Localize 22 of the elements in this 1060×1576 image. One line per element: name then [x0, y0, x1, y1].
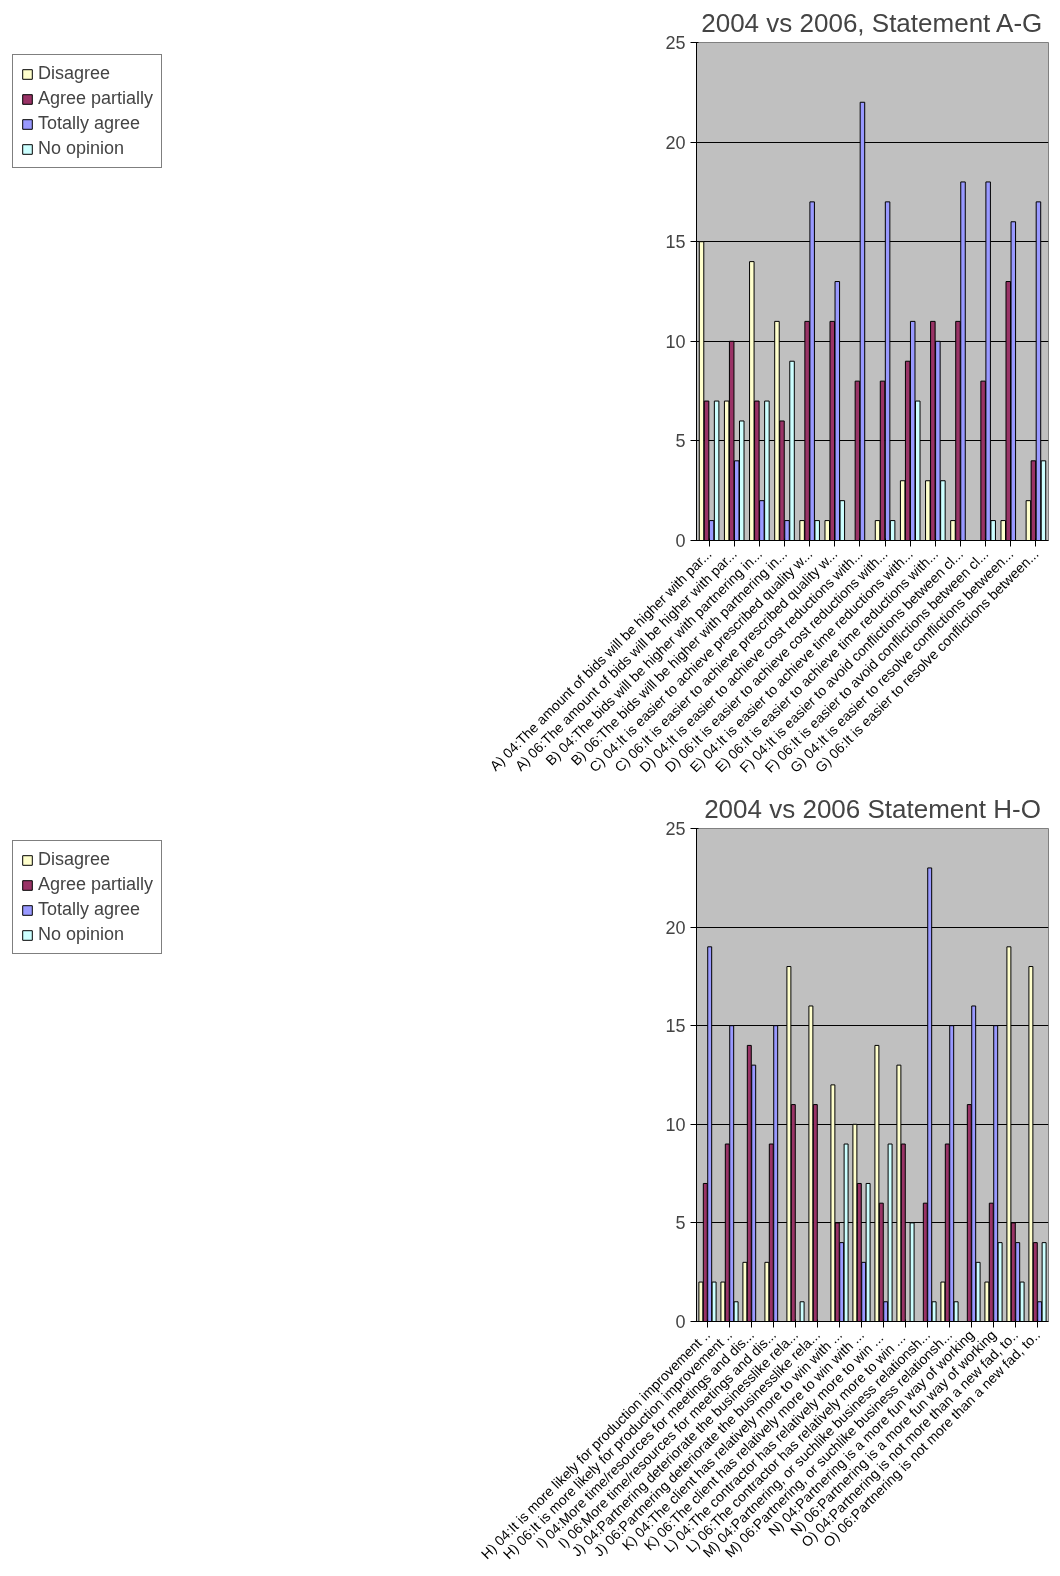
y-tick-label: 5	[675, 1213, 686, 1234]
y-tick-label: 25	[665, 819, 686, 839]
legend-label: Disagree	[38, 849, 111, 870]
y-tick-label: 5	[675, 431, 686, 452]
y-tick-label: 10	[665, 1114, 686, 1135]
chart-title: 2004 vs 2006, Statement A-G	[701, 7, 1043, 38]
legend-label: Agree partially	[38, 874, 154, 895]
legend-label: Disagree	[38, 63, 111, 84]
y-tick-label: 20	[665, 132, 686, 153]
legend-label: No opinion	[38, 138, 125, 159]
y-tick-label: 20	[665, 917, 686, 938]
legend-label: Agree partially	[38, 88, 154, 109]
y-tick-label: 0	[675, 531, 686, 551]
y-tick-label: 15	[665, 232, 686, 253]
legend-label: Totally agree	[38, 113, 141, 134]
y-tick-label: 15	[665, 1016, 686, 1037]
y-tick-label: 0	[675, 1312, 686, 1332]
chart-title: 2004 vs 2006 Statement H-O	[704, 793, 1041, 824]
y-tick-label: 25	[665, 33, 686, 53]
legend-label: Totally agree	[38, 899, 141, 920]
y-tick-label: 10	[665, 331, 686, 352]
legend-label: No opinion	[38, 924, 125, 945]
